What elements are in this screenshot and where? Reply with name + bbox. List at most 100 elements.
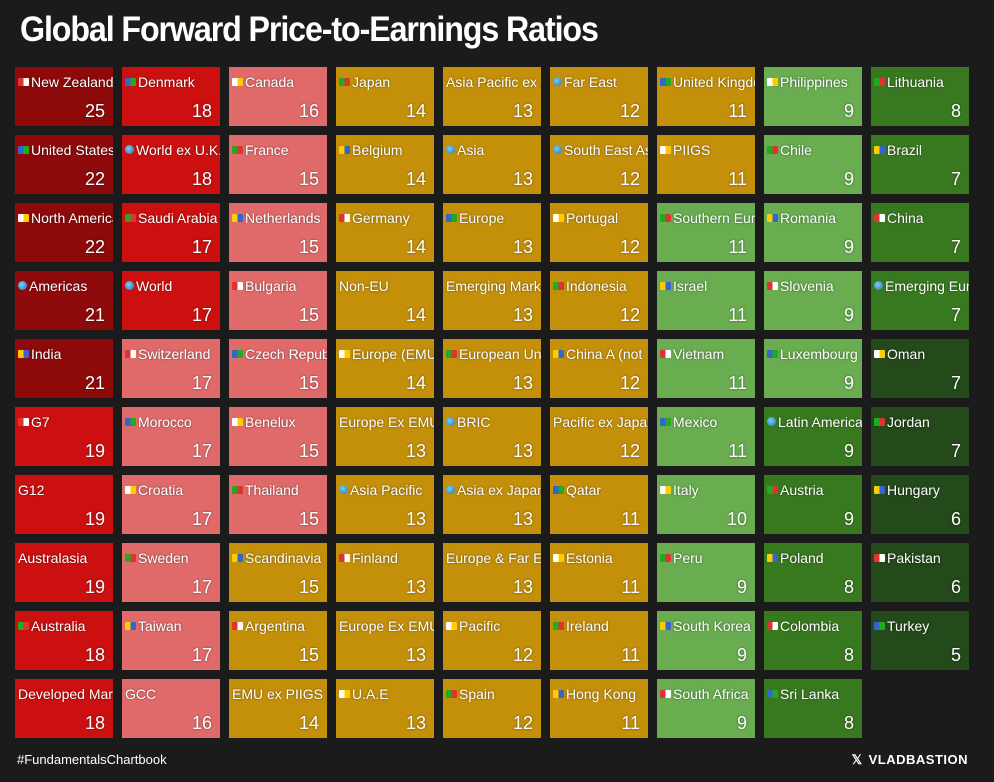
flags-icon: [232, 554, 243, 562]
pe-tile: Europe Ex EMU 13: [336, 611, 434, 670]
pe-tile: Mexico 11: [657, 407, 755, 466]
tile-label-text: Peru: [673, 550, 703, 566]
tile-label: Australasia: [18, 550, 113, 566]
tile-value: 11: [728, 305, 747, 325]
tile-label-text: Czech Republic: [245, 346, 327, 362]
pe-tile: Europe & Far East 13: [443, 543, 541, 602]
pe-tile: United Kingdom 11: [657, 67, 755, 126]
tile-label-text: Switzerland: [138, 346, 211, 362]
tile-value: 13: [512, 509, 533, 529]
tile-value: 17: [191, 373, 212, 393]
tile-label-text: Austria: [780, 482, 824, 498]
tile-label: PIIGS: [660, 142, 755, 158]
tile-label-text: Chile: [780, 142, 812, 158]
tile-value: 11: [621, 509, 640, 529]
tile-label: Asia Pacific ex Japan: [446, 74, 541, 90]
tile-label: China A (not: [553, 346, 648, 362]
flag-icon: [767, 554, 778, 562]
tile-label: Mexico: [660, 414, 755, 430]
tile-label-text: Australia: [31, 618, 86, 634]
pe-tile: Lithuania 8: [871, 67, 969, 126]
pe-tile: Qatar 11: [550, 475, 648, 534]
tile-value: 11: [728, 373, 747, 393]
tile-value: 14: [405, 305, 426, 325]
tile-label-text: U.A.E: [352, 686, 389, 702]
tile-label: Austria: [767, 482, 862, 498]
flag-icon: [660, 350, 671, 358]
tile-label: Australia: [18, 618, 113, 634]
tile-label: Ireland: [553, 618, 648, 634]
flag-icon: [553, 554, 564, 562]
tile-label-text: Pacific ex Japan: [553, 414, 648, 430]
tile-label: Saudi Arabia: [125, 210, 220, 226]
pe-tile: PIIGS 11: [657, 135, 755, 194]
tile-label: Peru: [660, 550, 755, 566]
tile-label: Portugal: [553, 210, 648, 226]
tile-label-text: Developed Markets: [18, 686, 113, 702]
tile-label-text: Poland: [780, 550, 824, 566]
tile-value: 8: [843, 577, 854, 597]
tile-label-text: China: [887, 210, 924, 226]
flag-icon: [232, 622, 243, 630]
tile-label-text: Italy: [673, 482, 699, 498]
tile-label: Europe Ex EMU: [339, 618, 434, 634]
tile-label-text: Non-EU: [339, 278, 389, 294]
tile-value: 18: [191, 169, 212, 189]
pe-tile: Benelux 15: [229, 407, 327, 466]
globe-icon: [446, 417, 455, 426]
tile-label-text: Belgium: [352, 142, 403, 158]
tile-label-text: Europe & Far East: [446, 550, 541, 566]
tile-label: Hungary: [874, 482, 969, 498]
tile-label-text: Far East: [564, 74, 617, 90]
tile-label: New Zealand: [18, 74, 113, 90]
tile-label: Colombia: [767, 618, 862, 634]
pe-tile: Denmark 18: [122, 67, 220, 126]
tile-label-text: South Africa: [673, 686, 749, 702]
brand-credit: 𝕏 VLADBASTION: [852, 752, 968, 768]
tile-value: 13: [405, 509, 426, 529]
tile-label-text: Israel: [673, 278, 708, 294]
tile-value: 13: [512, 441, 533, 461]
tile-label-text: Estonia: [566, 550, 613, 566]
pe-tile: Developed Markets 18: [15, 679, 113, 738]
pe-tile: Hong Kong 11: [550, 679, 648, 738]
flag-icon: [339, 214, 350, 222]
pe-tile: Australia 18: [15, 611, 113, 670]
tile-value: 9: [843, 237, 854, 257]
tile-value: 16: [298, 101, 319, 121]
flag-icon: [874, 486, 885, 494]
tile-label: Chile: [767, 142, 862, 158]
tile-value: 9: [843, 373, 854, 393]
tile-label-text: EMU ex PIIGS: [232, 686, 324, 702]
tile-label: Japan: [339, 74, 434, 90]
flag-icon: [446, 622, 457, 630]
tile-label: Pacific: [446, 618, 541, 634]
pe-tile: Turkey 5: [871, 611, 969, 670]
pe-tile: South East Asia 12: [550, 135, 648, 194]
tile-label: Bulgaria: [232, 278, 327, 294]
tile-label: G12: [18, 482, 113, 498]
tile-value: 8: [843, 645, 854, 665]
flag-icon: [446, 214, 457, 222]
flag-icon: [874, 78, 885, 86]
flag-icon: [874, 418, 885, 426]
tile-label: Emerging Markets: [446, 278, 541, 294]
pe-tile: Morocco 17: [122, 407, 220, 466]
pe-tile: United States 22: [15, 135, 113, 194]
flag-icon: [660, 554, 671, 562]
tile-value: 15: [298, 577, 319, 597]
tile-label: Canada: [232, 74, 327, 90]
tile-value: 5: [950, 645, 961, 665]
tile-label: G7: [18, 414, 113, 430]
tile-value: 7: [950, 169, 961, 189]
globe-icon: [125, 145, 134, 154]
tile-label-text: China A (not: [566, 346, 643, 362]
flag-icon: [18, 214, 29, 222]
tile-value: 15: [298, 237, 319, 257]
flag-icon: [232, 486, 243, 494]
pe-tile: Jordan 7: [871, 407, 969, 466]
tile-label-text: Latin America: [778, 414, 862, 430]
tile-label-text: France: [245, 142, 289, 158]
tile-label-text: United Kingdom: [673, 74, 755, 90]
flag-icon: [232, 78, 243, 86]
